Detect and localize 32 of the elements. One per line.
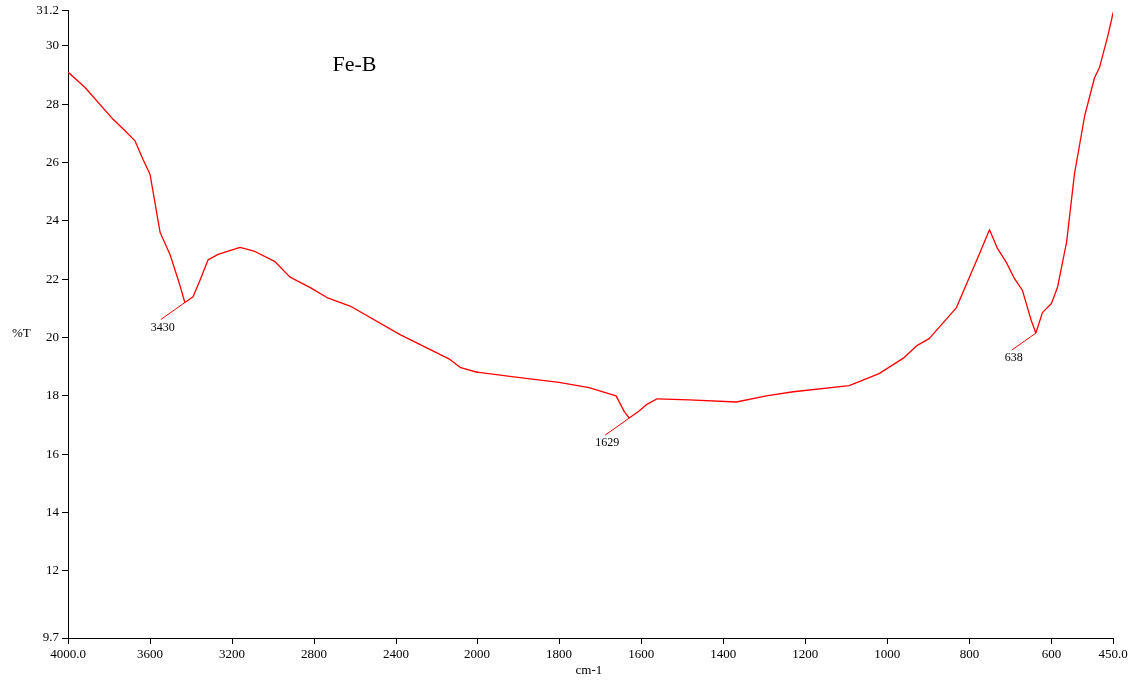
x-tick-label: 2800 xyxy=(301,646,327,662)
y-tick-label: 16 xyxy=(46,445,60,461)
x-tick-label: 1000 xyxy=(874,646,901,662)
y-tick-label: 28 xyxy=(46,95,59,111)
x-tick-label: 1200 xyxy=(792,646,819,662)
y-tick-label: 30 xyxy=(46,37,59,53)
x-tick-label: 2400 xyxy=(383,646,409,662)
annotation: 638 xyxy=(1004,350,1023,365)
x-tick-label: 1400 xyxy=(710,646,737,662)
y-axis-title: %T xyxy=(12,325,31,341)
y-tick-label: 26 xyxy=(46,153,60,169)
x-tick-label: 450.0 xyxy=(1098,646,1128,662)
annotation: 1629 xyxy=(595,435,620,450)
y-tick-label: 14 xyxy=(46,503,60,519)
y-tick-label: 9.7 xyxy=(42,629,60,645)
x-tick-label: 1600 xyxy=(628,646,655,662)
x-tick-label: 800 xyxy=(959,646,980,662)
y-tick-label: 24 xyxy=(46,212,60,228)
x-axis-title: cm-1 xyxy=(575,661,603,677)
x-tick-label: 3600 xyxy=(137,646,163,662)
y-tick-label: 20 xyxy=(46,328,59,344)
x-tick-label: 1800 xyxy=(546,646,573,662)
y-tick-label: 12 xyxy=(46,562,59,578)
annotation: 3430 xyxy=(150,319,175,334)
y-tick-label: 22 xyxy=(46,270,59,286)
text: Fe-B xyxy=(332,51,377,77)
y-tick-label: 18 xyxy=(46,387,59,403)
x-tick-label: 600 xyxy=(1041,646,1062,662)
y-tick-label: 31.2 xyxy=(36,2,59,18)
x-tick-label: 3200 xyxy=(219,646,245,662)
x-tick-label: 2000 xyxy=(464,646,490,662)
x-tick-label: 4000.0 xyxy=(50,646,86,662)
